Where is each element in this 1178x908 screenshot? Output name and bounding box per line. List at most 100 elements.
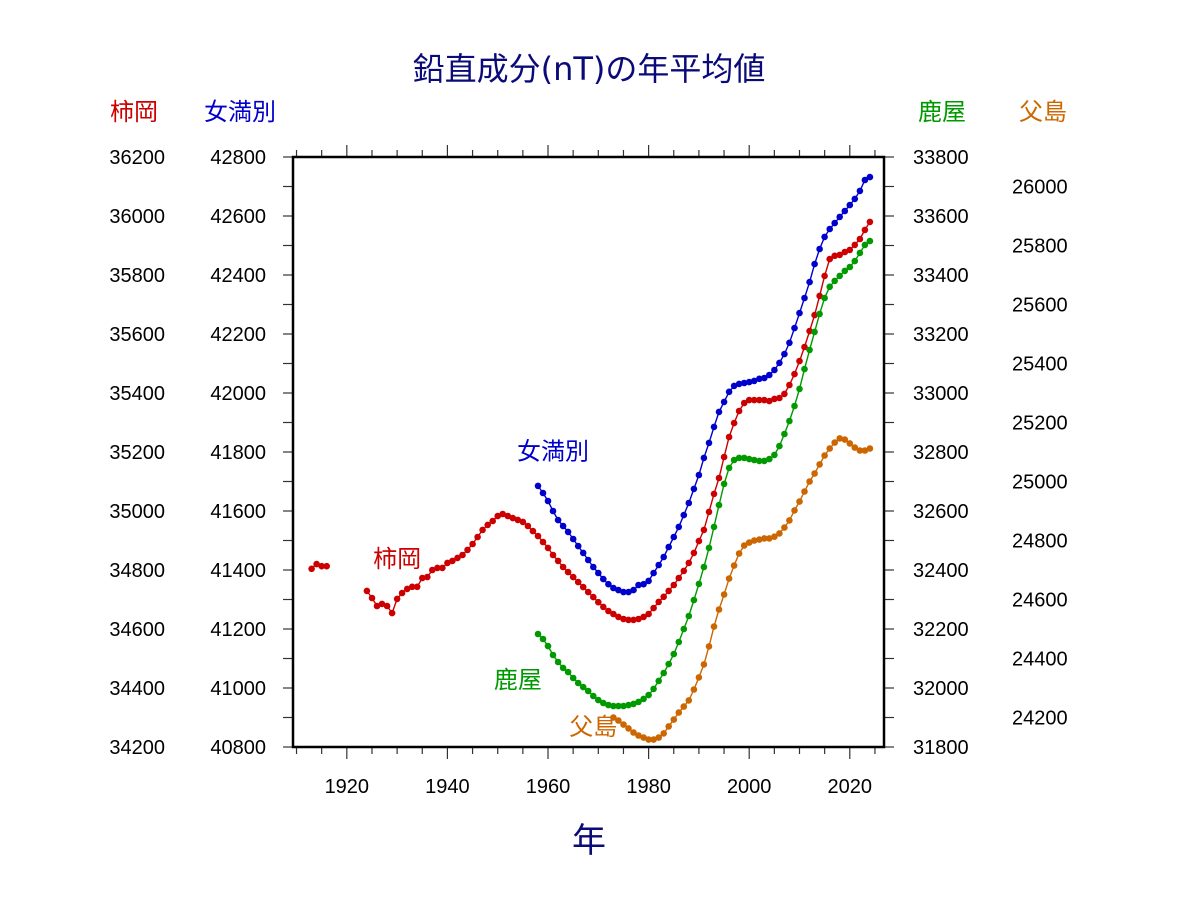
- data-point-kakioka: [645, 610, 652, 618]
- data-point-memambetsu: [680, 511, 688, 519]
- x-tick-label: 1960: [526, 776, 571, 798]
- data-point-kakioka: [685, 559, 693, 567]
- data-point-kakioka: [861, 226, 869, 234]
- y-tick-label-kanoya: 32600: [913, 501, 969, 523]
- data-point-chichijima: [710, 623, 718, 630]
- data-point-kakioka: [363, 587, 371, 595]
- data-point-chichijima: [821, 452, 828, 459]
- data-point-memambetsu: [549, 507, 557, 515]
- data-point-kakioka: [705, 508, 713, 516]
- data-point-kanoya: [771, 451, 778, 459]
- data-point-kakioka: [494, 512, 502, 520]
- data-point-memambetsu: [725, 388, 733, 396]
- data-point-chichijima: [715, 606, 723, 613]
- data-point-memambetsu: [685, 499, 693, 507]
- x-tick-label: 1940: [425, 776, 470, 798]
- data-point-memambetsu: [821, 233, 828, 241]
- data-point-kakioka: [831, 252, 838, 260]
- data-point-kanoya: [705, 544, 713, 552]
- data-point-kanoya: [846, 263, 854, 271]
- y-tick-label-kanoya: 33400: [913, 265, 969, 287]
- data-point-memambetsu: [715, 408, 723, 416]
- data-point-kanoya: [574, 679, 582, 687]
- data-point-kakioka: [444, 559, 451, 567]
- data-point-kanoya: [786, 417, 793, 425]
- data-point-kanoya: [715, 501, 723, 509]
- y-tick-label-memambetsu: 42000: [210, 383, 266, 405]
- data-point-kakioka: [856, 235, 864, 243]
- y-tick-label-kanoya: 33000: [913, 383, 969, 405]
- data-point-kanoya: [851, 257, 859, 265]
- data-point-kanoya: [766, 455, 773, 463]
- data-point-kanoya: [605, 701, 612, 709]
- data-point-memambetsu: [534, 482, 542, 490]
- data-point-memambetsu: [544, 497, 552, 505]
- data-point-kakioka: [584, 588, 592, 596]
- axis-title-kanoya: 鹿屋: [918, 98, 966, 126]
- data-point-memambetsu: [675, 523, 683, 531]
- series-memambetsu: [534, 173, 874, 596]
- data-point-memambetsu: [756, 375, 763, 383]
- data-point-kanoya: [801, 365, 808, 373]
- data-point-kakioka: [424, 573, 431, 581]
- data-point-kanoya: [579, 683, 587, 691]
- data-point-chichijima: [811, 470, 818, 477]
- series-layer: [308, 173, 874, 743]
- data-point-kanoya: [584, 687, 592, 695]
- data-point-kakioka: [620, 615, 627, 623]
- data-point-kanoya: [856, 249, 864, 257]
- data-point-kakioka: [323, 562, 331, 570]
- data-point-memambetsu: [836, 213, 843, 221]
- y-tick-label-kanoya: 31800: [913, 737, 969, 759]
- data-point-kakioka: [464, 546, 471, 554]
- data-point-kanoya: [544, 642, 552, 650]
- ticks-layer: 1920 1940 1960 1980 2000 2020 36200 36000 35800 3…: [109, 145, 1068, 798]
- data-point-memambetsu: [856, 187, 864, 195]
- data-point-chichijima: [725, 575, 733, 582]
- data-point-memambetsu: [595, 569, 602, 577]
- data-point-chichijima: [640, 734, 647, 741]
- data-point-memambetsu: [705, 439, 713, 447]
- data-point-memambetsu: [615, 586, 622, 594]
- data-point-chichijima: [620, 721, 627, 728]
- y-tick-label-kakioka: 34200: [109, 737, 165, 759]
- data-point-memambetsu: [750, 377, 758, 385]
- data-point-chichijima: [796, 498, 803, 505]
- data-point-kanoya: [564, 668, 572, 676]
- data-point-kakioka: [660, 593, 667, 601]
- data-point-kakioka: [675, 574, 683, 582]
- y-tick-label-kanoya: 32800: [913, 442, 969, 464]
- data-point-kakioka: [499, 510, 507, 518]
- data-point-kanoya: [781, 430, 788, 438]
- data-point-memambetsu: [600, 575, 607, 583]
- data-point-memambetsu: [791, 324, 798, 332]
- series-label-memambetsu: 女満別: [517, 437, 589, 465]
- data-point-memambetsu: [584, 556, 592, 564]
- data-point-kakioka: [625, 616, 632, 624]
- x-tick-label: 1980: [626, 776, 671, 798]
- data-point-kakioka: [529, 527, 537, 535]
- data-point-kakioka: [403, 585, 411, 593]
- data-point-chichijima: [776, 530, 783, 537]
- y-tick-label-kanoya: 32200: [913, 619, 969, 641]
- data-point-kanoya: [735, 454, 743, 462]
- data-point-kanoya: [680, 625, 688, 633]
- data-point-chichijima: [791, 507, 798, 514]
- series-line-kakioka: [366, 221, 871, 621]
- data-point-kakioka: [590, 593, 597, 601]
- data-point-chichijima: [675, 709, 683, 716]
- y-tick-label-memambetsu: 41600: [210, 501, 266, 523]
- data-point-chichijima: [700, 661, 708, 668]
- data-point-kakioka: [579, 583, 587, 591]
- data-point-chichijima: [801, 488, 808, 495]
- data-point-kakioka: [670, 581, 678, 589]
- data-point-chichijima: [781, 524, 788, 531]
- data-point-kanoya: [600, 699, 607, 707]
- data-point-memambetsu: [620, 588, 627, 596]
- data-point-chichijima: [690, 686, 698, 693]
- data-point-chichijima: [836, 435, 843, 442]
- data-point-kakioka: [750, 396, 758, 404]
- y-tick-label-chichijima: 24600: [1012, 590, 1068, 612]
- data-point-memambetsu: [745, 378, 753, 386]
- data-point-kakioka: [710, 490, 718, 498]
